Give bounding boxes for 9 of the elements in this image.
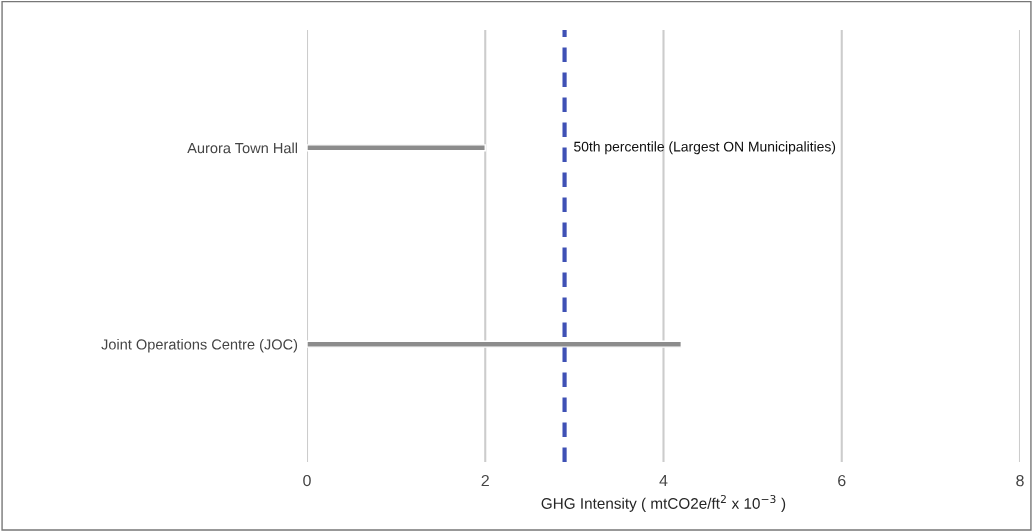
y-tick-label: Joint Operations Centre (JOC)	[101, 338, 298, 353]
x-tick-label: 0	[303, 474, 311, 487]
x-axis-title: GHG Intensity ( mtCO2e/ft$^{2}$ x 10$^{−3}$ )	[541, 494, 786, 512]
x-tick-label: 6	[838, 474, 846, 487]
x-tick-label: 2	[481, 474, 489, 487]
x-tick-label: 4	[659, 475, 668, 487]
x-tick-label: 8	[1016, 474, 1024, 487]
y-tick-label: Aurora Town Hall	[187, 142, 297, 154]
ref-line-label: 50th percentile (Largest ON Municipalities)	[574, 141, 836, 155]
